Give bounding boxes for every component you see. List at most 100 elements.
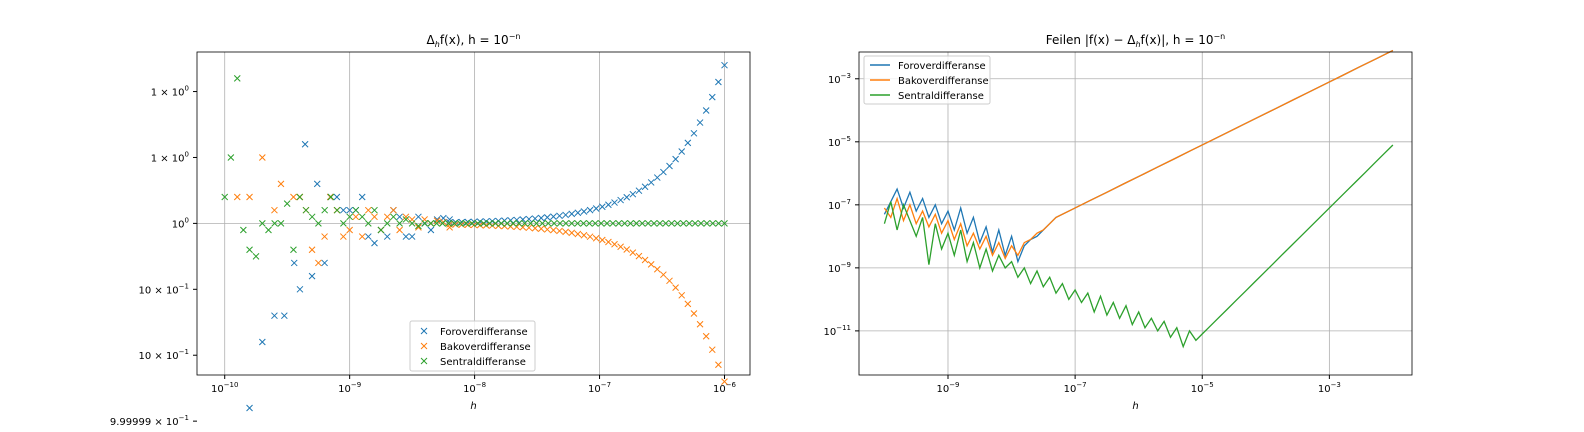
point-b <box>672 284 679 292</box>
point <box>653 265 661 273</box>
point <box>396 213 403 221</box>
point-b <box>358 213 366 221</box>
point-b <box>364 220 372 227</box>
point <box>580 208 588 215</box>
point <box>611 240 618 248</box>
point <box>308 272 316 280</box>
point <box>674 220 681 227</box>
point-b <box>611 199 618 206</box>
y-tick-label-base: 10 <box>828 264 841 275</box>
point-b <box>537 214 545 222</box>
point-b <box>296 193 304 201</box>
point <box>721 378 728 385</box>
y-tick-label-exp: −7 <box>841 198 851 206</box>
point <box>371 206 378 214</box>
point-b <box>271 206 278 214</box>
point <box>364 233 372 240</box>
point-b <box>246 246 253 254</box>
point-b <box>302 206 310 214</box>
point-b <box>660 168 667 176</box>
point <box>302 206 310 214</box>
chart-title-sub: h <box>435 40 440 49</box>
point <box>539 220 546 227</box>
legend-marker-b <box>420 357 428 365</box>
point-b <box>650 220 658 227</box>
point <box>623 246 631 253</box>
x-tick-label: 10−7 <box>1064 381 1087 395</box>
legend-marker-b <box>420 327 428 335</box>
point <box>271 220 279 227</box>
chart-title: Feilen |f(x) − Δhf(x)|, h = 10−n <box>1046 32 1226 49</box>
point <box>690 310 698 317</box>
y-tick-label: 10−9 <box>828 261 851 275</box>
x-tick-label-exp: −5 <box>1203 381 1213 389</box>
point <box>678 291 686 299</box>
point-b <box>580 208 588 215</box>
point-b <box>321 259 328 267</box>
point-b <box>233 75 241 82</box>
point <box>402 213 410 221</box>
point-b <box>586 220 593 227</box>
point-b <box>525 224 533 232</box>
point <box>690 129 698 137</box>
point-b <box>550 213 557 220</box>
point <box>623 193 631 201</box>
x-tick-label-exp: −3 <box>1331 381 1341 389</box>
legend-label: Foroverdifferanse <box>440 327 528 338</box>
point <box>592 205 600 212</box>
point <box>408 233 416 240</box>
point <box>258 338 266 346</box>
y-tick-label-base: 10 <box>172 219 185 230</box>
series-line-backward <box>883 49 1394 260</box>
x-tick-label: 10−9 <box>338 381 361 395</box>
point <box>308 246 316 254</box>
point <box>641 183 649 191</box>
point <box>364 206 372 214</box>
point-b <box>383 213 391 221</box>
point-b <box>721 378 728 385</box>
point <box>402 233 410 240</box>
x-tick-label-base: 10 <box>588 384 601 395</box>
point-b <box>644 220 652 227</box>
y-tick-label: 10−11 <box>823 324 851 338</box>
y-tick-label-exp: −9 <box>841 261 851 269</box>
point-b <box>390 206 397 214</box>
point-b <box>352 213 360 221</box>
point <box>556 227 563 235</box>
y-tick-label-exp: 0 <box>185 216 189 224</box>
y-tick-label: 9.99999 × 10−1 <box>110 414 189 428</box>
point <box>629 190 637 198</box>
point-b <box>346 213 354 221</box>
point <box>609 220 617 227</box>
point <box>697 220 705 227</box>
chart-title-sub: h <box>1135 40 1140 49</box>
point-b <box>468 220 476 227</box>
chart-title-main: Δ <box>427 33 436 47</box>
point-b <box>656 220 664 227</box>
point-b <box>527 220 534 227</box>
point-b <box>638 220 646 227</box>
point <box>603 220 611 227</box>
point <box>227 154 235 161</box>
point <box>313 180 321 188</box>
point <box>550 220 558 227</box>
point-b <box>513 223 521 231</box>
point-b <box>666 277 673 285</box>
point <box>715 361 722 369</box>
point-b <box>480 220 487 227</box>
point <box>271 312 278 320</box>
series-line-central <box>883 144 1394 349</box>
point <box>468 220 476 227</box>
point-b <box>605 238 612 246</box>
point-b <box>568 210 576 218</box>
y-tick-label-base: 10 <box>828 201 841 212</box>
point-b <box>690 129 698 137</box>
point-b <box>580 220 587 227</box>
point <box>252 252 260 260</box>
point <box>301 140 309 148</box>
point <box>271 206 278 214</box>
point <box>280 312 288 320</box>
point <box>586 220 593 227</box>
point <box>390 206 397 214</box>
point-b <box>277 220 285 227</box>
